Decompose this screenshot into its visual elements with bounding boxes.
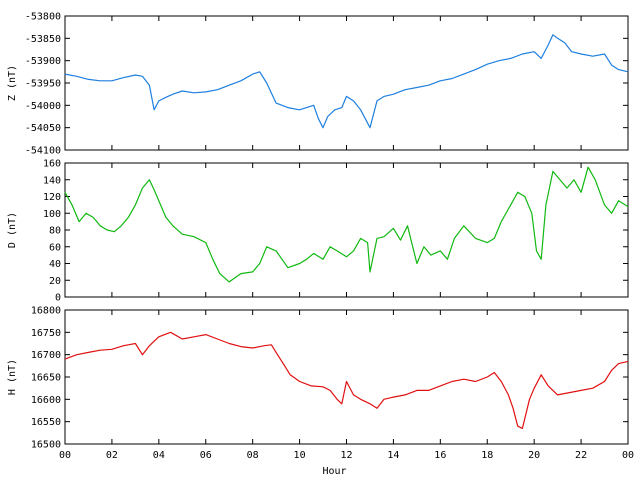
z-y-tick-label: -53800 [25,12,61,23]
z-y-tick-label: -54050 [25,123,61,134]
h-axis-label: H (nT) [7,359,18,395]
h-y-tick-label: 16500 [31,440,61,451]
z-y-tick-label: -53900 [25,56,61,67]
x-tick-label: 00 [622,450,634,461]
z-y-tick-label: -54000 [25,101,61,112]
x-tick-label: 20 [528,450,540,461]
x-tick-label: 02 [106,450,118,461]
h-y-tick-label: 16750 [31,328,61,339]
x-tick-label: 00 [59,450,71,461]
x-tick-label: 16 [434,450,446,461]
h-panel-frame [64,309,629,445]
x-tick-label: 12 [340,450,352,461]
x-tick-label: 06 [200,450,212,461]
x-tick-label: 04 [153,450,165,461]
h-y-tick-label: 16700 [31,350,61,361]
d-y-tick-label: 60 [49,242,61,253]
x-tick-label: 14 [387,450,399,461]
h-y-tick-label: 16650 [31,373,61,384]
d-y-tick-label: 120 [43,192,61,203]
d-y-tick-label: 100 [43,209,61,220]
h-y-tick-label: 16600 [31,395,61,406]
z-series-line [64,34,629,129]
x-tick-label: 08 [247,450,259,461]
z-y-tick-label: -53850 [25,34,61,45]
d-y-tick-label: 140 [43,175,61,186]
h-y-tick-label: 16800 [31,306,61,317]
x-tick-label: 18 [481,450,493,461]
d-y-tick-label: 20 [49,276,61,287]
h-series-line [64,331,629,429]
z-axis-label: Z (nT) [7,65,18,101]
h-y-tick-label: 16550 [31,417,61,428]
d-y-tick-label: 0 [55,293,61,304]
z-y-tick-label: -54100 [25,146,61,157]
x-tick-label: 10 [294,450,306,461]
d-y-tick-label: 80 [49,226,61,237]
z-y-tick-label: -53950 [25,79,61,90]
d-y-tick-label: 160 [43,159,61,170]
x-tick-label: 22 [575,450,587,461]
x-axis-label: Hour [322,466,346,477]
z-panel-frame [64,15,629,151]
d-series-line [64,166,629,283]
d-axis-label: D (nT) [7,212,18,248]
d-y-tick-label: 40 [49,259,61,270]
